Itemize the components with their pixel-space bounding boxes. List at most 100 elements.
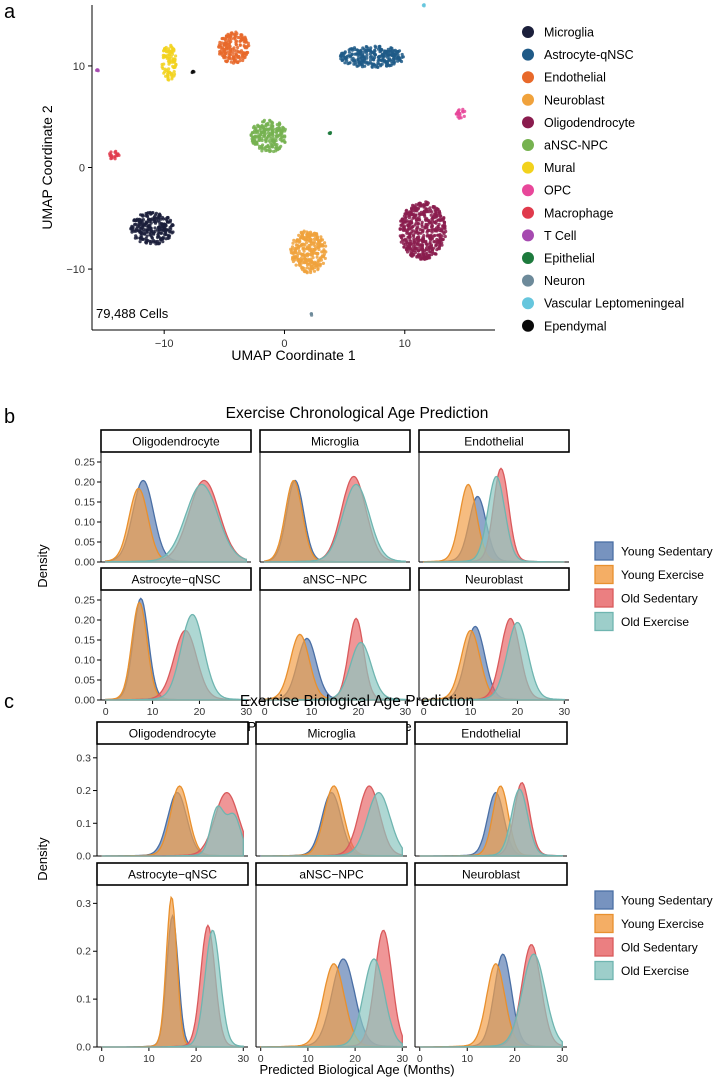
cluster-point	[314, 247, 318, 251]
legend-dot	[522, 48, 534, 61]
legend-item-endothelial: Endothelial	[522, 71, 606, 85]
legend-label: Mural	[544, 161, 575, 175]
x-tick-label: 30	[399, 706, 411, 718]
legend-item-macrophage: Macrophage	[522, 206, 614, 220]
cluster-point	[222, 36, 226, 40]
cluster-point	[243, 36, 247, 40]
legend-label: Vascular Leptomeningeal	[544, 297, 684, 311]
cluster-point	[295, 254, 299, 258]
x-tick-label: 10	[147, 706, 159, 718]
cluster-point	[385, 53, 389, 57]
cluster-point	[295, 238, 299, 242]
facet-strip	[418, 429, 570, 453]
facet-endothelial: Endothelial	[414, 721, 568, 857]
cluster-point	[280, 130, 284, 134]
cluster-point	[258, 128, 262, 132]
cluster-point	[294, 263, 298, 267]
cluster-point	[163, 47, 167, 51]
cluster-point	[428, 250, 432, 254]
cluster-point	[233, 32, 237, 36]
cluster-point	[434, 221, 438, 225]
cluster-point	[322, 248, 326, 252]
cluster-point	[256, 123, 260, 127]
cluster-point	[261, 143, 265, 147]
facet-title: Astrocyte−qNSC	[131, 573, 220, 587]
cluster-point	[312, 262, 316, 266]
cluster-point	[377, 55, 381, 59]
cluster-point	[422, 210, 426, 214]
x-tick-label: 0	[262, 706, 268, 718]
y-tick-label: 0.2	[76, 785, 91, 797]
cluster-point	[297, 233, 301, 237]
cluster-point	[148, 224, 152, 228]
density-old-exercise	[101, 929, 244, 1048]
cluster-point	[431, 251, 435, 255]
cluster-point	[340, 51, 344, 56]
cluster-point	[130, 224, 134, 228]
cluster-point	[293, 249, 297, 253]
cluster-point	[382, 60, 386, 64]
cluster-point	[166, 72, 170, 76]
cluster-point	[417, 218, 421, 222]
cluster-point	[377, 45, 381, 49]
legend-item-t-cell: T Cell	[522, 229, 576, 243]
x-tick-label: 10	[461, 1053, 473, 1065]
panel-label-a: a	[4, 1, 16, 23]
density-old-exercise	[101, 805, 244, 857]
biological-age-panel: Exercise Biological Age Prediction Densit…	[35, 693, 713, 1077]
cluster-point	[402, 224, 406, 228]
cluster-point	[407, 213, 411, 217]
cluster-point	[369, 46, 373, 50]
facet-endothelial: Endothelial	[418, 429, 570, 563]
x-tick-label: 20	[194, 706, 206, 718]
cluster-point	[232, 36, 236, 40]
cluster-point	[411, 249, 415, 253]
cluster-point	[425, 244, 429, 248]
cluster-point	[317, 263, 321, 267]
cluster-point	[443, 234, 447, 239]
cluster-point	[412, 216, 416, 220]
cluster-point	[163, 67, 167, 71]
panel-label-c: c	[4, 691, 14, 713]
cluster-microglia	[129, 210, 175, 246]
legend-item-young-sedentary: Young Sedentary	[594, 890, 713, 910]
legend-dot	[522, 274, 534, 287]
cluster-point	[168, 56, 172, 61]
cluster-point	[166, 59, 171, 64]
density-old-exercise	[264, 483, 406, 563]
x-tick-label: 20	[190, 1053, 202, 1065]
cluster-point	[316, 244, 320, 248]
cluster-point	[264, 145, 268, 149]
cluster-point	[268, 118, 272, 122]
cluster-point	[136, 223, 140, 227]
legend-item-young-exercise: Young Exercise	[594, 913, 704, 934]
cluster-vascular-leptomeningeal	[421, 3, 426, 8]
cluster-point	[241, 58, 245, 63]
cluster-point	[167, 47, 171, 51]
cluster-point	[266, 134, 270, 138]
cluster-point	[139, 227, 144, 231]
cluster-point	[400, 55, 404, 60]
cluster-point	[241, 51, 245, 55]
cluster-point	[236, 55, 241, 60]
cluster-point	[243, 44, 247, 49]
cluster-point	[434, 210, 438, 214]
legend-swatch	[594, 611, 614, 632]
x-tick-label: 10	[306, 706, 318, 718]
legend-label: Young Sedentary	[621, 894, 713, 908]
x-tick-label: −10	[155, 338, 174, 350]
cluster-point	[304, 241, 309, 245]
y-tick-label: 0.1	[76, 994, 91, 1006]
cluster-point	[414, 203, 418, 207]
cluster-point	[295, 246, 299, 250]
cluster-point	[328, 131, 332, 136]
chart-title: Exercise Chronological Age Prediction	[226, 405, 489, 422]
cluster-point	[233, 48, 237, 53]
cluster-point	[386, 49, 390, 53]
cluster-point	[134, 219, 138, 223]
y-tick-label: 0.00	[75, 557, 96, 569]
cluster-point	[300, 253, 304, 257]
cluster-point	[229, 60, 233, 64]
cluster-point	[298, 236, 302, 240]
cluster-t-cell	[95, 68, 100, 73]
